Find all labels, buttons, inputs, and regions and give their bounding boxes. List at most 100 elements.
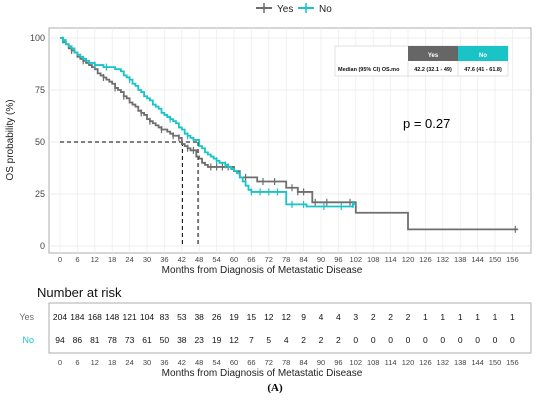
risk-x-tick-label: 144 [471, 358, 484, 367]
x-tick-label: 36 [160, 255, 168, 264]
risk-x-tick-label: 84 [299, 358, 307, 367]
y-axis-label: OS probability (%) [5, 99, 16, 180]
risk-x-axis-label: Months from Diagnosis of Metastatic Dise… [162, 368, 363, 379]
y-tick-label: 0 [40, 241, 45, 251]
x-tick-label: 6 [75, 255, 79, 264]
x-tick-label: 84 [299, 255, 307, 264]
risk-x-tick-label: 150 [489, 358, 502, 367]
risk-value-no: 4 [284, 335, 289, 345]
x-tick-label: 150 [489, 255, 502, 264]
risk-value-yes: 19 [229, 312, 239, 322]
risk-value-yes: 1 [458, 312, 463, 322]
risk-value-yes: 168 [88, 312, 102, 322]
median-header-no: No [479, 53, 487, 59]
risk-value-yes: 12 [264, 312, 274, 322]
median-header-yes-bg [408, 46, 458, 61]
risk-value-yes: 104 [140, 312, 154, 322]
risk-x-tick-label: 120 [402, 358, 415, 367]
y-tick-label: 25 [35, 189, 45, 199]
x-tick-label: 78 [282, 255, 290, 264]
risk-x-tick-label: 66 [247, 358, 255, 367]
risk-value-yes: 1 [423, 312, 428, 322]
x-tick-label: 66 [247, 255, 255, 264]
legend-label-yes: Yes [277, 4, 293, 15]
risk-value-yes: 4 [319, 312, 324, 322]
risk-value-yes: 12 [281, 312, 291, 322]
risk-x-tick-label: 114 [385, 358, 397, 367]
x-tick-label: 0 [58, 255, 62, 264]
risk-value-no: 5 [266, 335, 271, 345]
y-tick-label: 75 [35, 85, 45, 95]
x-tick-label: 102 [350, 255, 363, 264]
risk-value-yes: 184 [70, 312, 84, 322]
median-table: Yes No Median (95% CI) OS.mo 42.2 (32.1 … [334, 45, 509, 77]
risk-value-yes: 1 [440, 312, 445, 322]
x-tick-label: 18 [108, 255, 116, 264]
x-axis-label: Months from Diagnosis of Metastatic Dise… [162, 265, 363, 276]
risk-value-no: 0 [440, 335, 445, 345]
survival-curve-yes [60, 37, 519, 231]
y-tick-labels: 0 25 50 75 100 [30, 33, 45, 251]
x-tick-labels: 0 6 12 18 24 30 36 42 48 54 60 66 72 78 84 90 96 102 108 11… [58, 255, 519, 264]
risk-value-yes: 2 [388, 312, 393, 322]
risk-x-tick-label: 42 [178, 358, 186, 367]
risk-x-tick-label: 30 [143, 358, 151, 367]
risk-value-yes: 4 [336, 312, 341, 322]
risk-value-yes: 2 [371, 312, 376, 322]
risk-value-yes: 83 [160, 312, 170, 322]
km-plot: 0 25 50 75 100 0 6 12 18 24 30 36 42 48 54 60 66 72 78 84 9… [5, 27, 532, 276]
risk-table-panel [48, 302, 532, 354]
risk-x-tick-label: 78 [282, 358, 290, 367]
median-header-yes: Yes [428, 53, 439, 59]
x-tick-label: 144 [471, 255, 484, 264]
x-tick-label: 126 [419, 255, 432, 264]
risk-value-no: 94 [55, 335, 65, 345]
risk-value-no: 0 [353, 335, 358, 345]
x-tick-label: 120 [402, 255, 415, 264]
risk-x-tick-label: 24 [125, 358, 133, 367]
risk-value-no: 73 [125, 335, 135, 345]
x-tick-label: 48 [195, 255, 203, 264]
risk-value-yes: 3 [353, 312, 358, 322]
risk-value-yes: 53 [177, 312, 187, 322]
risk-value-yes: 121 [123, 312, 137, 322]
median-value-no: 47.6 (41 - 61.8) [464, 67, 502, 73]
risk-x-tick-label: 108 [367, 358, 380, 367]
risk-table-title: Number at risk [37, 285, 122, 300]
median-lines [60, 141, 199, 246]
x-tick-label: 96 [334, 255, 342, 264]
risk-x-tick-labels: 0 6 12 18 24 30 36 42 48 54 60 66 72 78 84 90 96 102 108 11… [58, 358, 519, 367]
risk-value-no: 12 [229, 335, 239, 345]
x-tick-label: 12 [91, 255, 99, 264]
risk-table: Number at risk Yes No 204 184 168 148 121 104… [19, 285, 532, 379]
x-tick-label: 114 [385, 255, 397, 264]
risk-value-no: 61 [142, 335, 152, 345]
x-tick-label: 138 [454, 255, 467, 264]
risk-value-no: 0 [458, 335, 463, 345]
risk-x-tick-label: 90 [317, 358, 325, 367]
risk-x-tick-label: 156 [506, 358, 519, 367]
risk-x-tick-label: 54 [212, 358, 220, 367]
figure-caption: (A) [267, 382, 283, 394]
risk-x-tick-label: 12 [91, 358, 99, 367]
risk-x-tick-label: 132 [437, 358, 450, 367]
risk-value-yes: 204 [53, 312, 67, 322]
risk-value-no: 2 [319, 335, 324, 345]
risk-value-no: 78 [107, 335, 117, 345]
risk-value-no: 0 [493, 335, 498, 345]
risk-x-tick-label: 0 [58, 358, 62, 367]
legend-label-no: No [319, 4, 332, 15]
y-tick-label: 50 [35, 137, 45, 147]
x-tick-label: 30 [143, 255, 151, 264]
risk-value-yes: 1 [493, 312, 498, 322]
x-tick-label: 132 [437, 255, 450, 264]
x-tick-label: 42 [178, 255, 186, 264]
risk-x-tick-label: 72 [265, 358, 273, 367]
risk-x-tick-label: 18 [108, 358, 116, 367]
risk-value-no: 23 [194, 335, 204, 345]
risk-row-label-yes: Yes [19, 312, 34, 322]
risk-value-no: 7 [249, 335, 254, 345]
x-tick-label: 108 [367, 255, 380, 264]
y-tick-label: 100 [30, 33, 45, 43]
